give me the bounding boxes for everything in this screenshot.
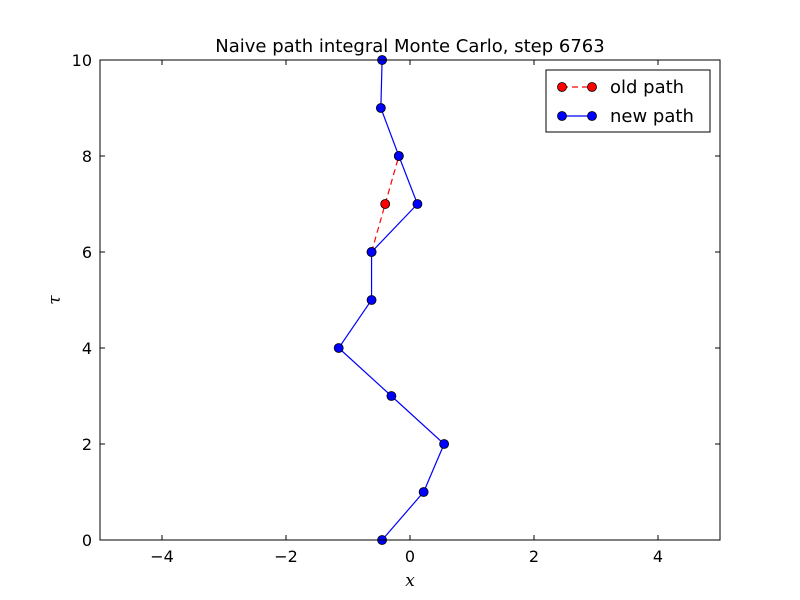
x-tick-label: −2: [274, 547, 298, 566]
plot-area: [333, 55, 450, 545]
axis-ticks: −4 −2 0 2 4 0 2 4 6 8 10: [72, 51, 720, 566]
new-path-point: [366, 247, 377, 257]
x-tick-label: 0: [405, 547, 415, 566]
y-tick-label: 0: [82, 531, 92, 550]
legend-old-path-marker: [587, 82, 597, 92]
new-path-point: [393, 151, 404, 161]
y-tick-label: 4: [82, 339, 92, 358]
legend-new-path-label: new path: [610, 106, 694, 127]
legend-old-path-label: old path: [610, 77, 684, 98]
y-tick-label: 10: [72, 51, 92, 70]
y-tick-label: 8: [82, 147, 92, 166]
old-path-point: [380, 199, 391, 209]
new-path-point: [439, 439, 450, 449]
y-tick-label: 6: [82, 243, 92, 262]
new-path-line: [337, 59, 445, 541]
legend-new-path-marker: [557, 111, 567, 121]
legend-box: [545, 69, 711, 133]
new-path-point: [366, 295, 377, 305]
chart-title: Naive path integral Monte Carlo, step 67…: [215, 36, 604, 57]
legend-new-path-marker: [587, 111, 597, 121]
y-tick-label: 2: [82, 435, 92, 454]
new-path-point: [375, 103, 386, 113]
new-path-point: [386, 391, 397, 401]
legend-old-path-marker: [557, 82, 567, 92]
new-path-point: [333, 343, 344, 353]
x-tick-label: −4: [150, 547, 174, 566]
x-tick-label: 4: [653, 547, 663, 566]
y-axis-label: τ: [45, 295, 65, 305]
old-path-line: [370, 155, 400, 253]
x-tick-label: 2: [529, 547, 539, 566]
legend: old path new path: [545, 69, 711, 133]
new-path-point: [418, 487, 429, 497]
x-axis-label: x: [405, 571, 415, 591]
new-path-point: [412, 199, 423, 209]
